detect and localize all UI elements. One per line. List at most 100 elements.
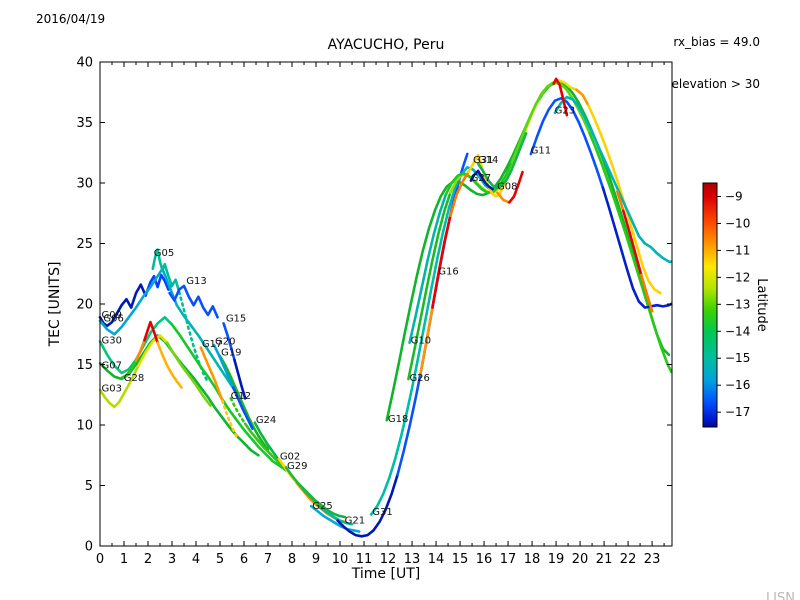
tec-trace-unlabeled-1 bbox=[552, 77, 569, 117]
tec-trace-G20 bbox=[212, 343, 235, 389]
sat-label-G25: G25 bbox=[312, 501, 332, 512]
x-tick-label: 16 bbox=[476, 552, 493, 567]
colorbar-tick-label: −16 bbox=[725, 378, 750, 392]
tec-trace-G10 bbox=[408, 193, 447, 345]
x-tick-label: 17 bbox=[500, 552, 517, 567]
plot-frame bbox=[99, 61, 673, 547]
colorbar-tick-label: −9 bbox=[725, 189, 743, 203]
colorbar bbox=[703, 183, 717, 427]
tec-trace-G30 bbox=[170, 323, 289, 473]
tec-trace-G26 bbox=[575, 88, 590, 107]
tec-trace-G21 bbox=[336, 473, 399, 538]
colorbar-tick-label: −11 bbox=[725, 243, 750, 257]
tec-trace-G03 bbox=[98, 364, 140, 409]
sat-label-G11: G11 bbox=[531, 145, 551, 156]
y-tick-label: 20 bbox=[76, 298, 93, 313]
tec-trace-G28 bbox=[143, 320, 159, 345]
axis-ticks bbox=[99, 61, 672, 547]
sat-label-G14: G14 bbox=[478, 155, 498, 166]
y-tick-label: 0 bbox=[85, 540, 93, 555]
x-tick-label: 0 bbox=[96, 552, 104, 567]
tec-trace-G15 bbox=[233, 358, 247, 400]
tec-trace-G29 bbox=[320, 507, 354, 526]
sat-label-G06: G06 bbox=[103, 314, 123, 325]
tec-trace-G10 bbox=[444, 161, 514, 197]
x-tick-label: 14 bbox=[428, 552, 445, 567]
x-tick-label: 21 bbox=[596, 552, 613, 567]
sat-label-G28: G28 bbox=[124, 373, 144, 384]
colorbar-tick-label: −15 bbox=[725, 351, 750, 365]
tec-trace-G31 bbox=[369, 205, 451, 516]
y-tick-label: 25 bbox=[76, 237, 93, 252]
colorbar-tick-label: −10 bbox=[725, 216, 750, 230]
tick-labels: 0 1 2 3 4 5 6 7 8 9 10 11 12 13 14 15 16 17 18 19 20 21 22 2305… bbox=[76, 56, 660, 568]
y-tick-label: 40 bbox=[76, 56, 93, 71]
tec-trace-G25 bbox=[309, 504, 361, 533]
tec-trace-G15 bbox=[222, 322, 236, 362]
sat-label-G10: G10 bbox=[411, 335, 431, 346]
date-label: 2016/04/19 bbox=[36, 12, 106, 26]
tec-trace-G19 bbox=[218, 354, 270, 451]
x-tick-label: 23 bbox=[644, 552, 661, 567]
tec-trace-G20 bbox=[231, 386, 254, 430]
tec-trace-G23 bbox=[553, 95, 673, 264]
y-axis-label: TEC [UNITS] bbox=[47, 261, 63, 347]
x-tick-label: 19 bbox=[548, 552, 565, 567]
tec-trace-G28 bbox=[156, 341, 183, 389]
colorbar-axis-label: Latitude bbox=[754, 278, 769, 332]
tec-trace-G11 bbox=[529, 97, 605, 190]
tec-trace-G10 bbox=[588, 132, 673, 374]
tec-trace-G05 bbox=[177, 290, 210, 384]
watermark: LISN Low-Latitude Ionospheric Sensor Net… bbox=[525, 561, 795, 600]
sat-label-G29: G29 bbox=[287, 461, 307, 472]
x-tick-label: 7 bbox=[264, 552, 272, 567]
y-tick-label: 10 bbox=[76, 419, 93, 434]
x-tick-label: 13 bbox=[404, 552, 421, 567]
sat-label-G27: G27 bbox=[471, 173, 491, 184]
x-tick-label: 22 bbox=[620, 552, 637, 567]
sat-label-G19: G19 bbox=[221, 347, 241, 358]
colorbar-ticks: −9 −10 −11 −12 −13 −14 −15 −16 −17 bbox=[717, 189, 750, 419]
sat-label-G31: G31 bbox=[473, 155, 493, 166]
watermark-lisn: LISN bbox=[765, 591, 795, 600]
y-tick-label: 5 bbox=[85, 479, 93, 494]
x-tick-label: 4 bbox=[192, 552, 200, 567]
sat-label-G02: G02 bbox=[280, 451, 300, 462]
tec-trace-G03 bbox=[165, 341, 212, 407]
sat-label-G13: G13 bbox=[186, 276, 206, 287]
tec-trace-G08 bbox=[507, 170, 524, 204]
rx-bias-label: rx_bias = 49.0 bbox=[673, 35, 760, 49]
tec-trace-G16 bbox=[419, 306, 434, 376]
tec-trace-G29 bbox=[284, 466, 324, 510]
annotation-block: rx_bias = 49.0 elevation > 30 bbox=[672, 7, 761, 119]
tec-trace-G14 bbox=[476, 132, 528, 190]
tec-trace-G06 bbox=[98, 267, 179, 336]
sat-label-G03: G03 bbox=[101, 384, 121, 395]
tec-trace-G10 bbox=[510, 81, 592, 164]
x-axis-label: Time [UT] bbox=[351, 566, 421, 582]
x-tick-label: 9 bbox=[312, 552, 320, 567]
tec-trace-G28 bbox=[134, 338, 146, 363]
tec-trace-G09 bbox=[98, 283, 147, 328]
x-tick-label: 8 bbox=[288, 552, 296, 567]
x-tick-label: 20 bbox=[572, 552, 589, 567]
x-tick-label: 2 bbox=[144, 552, 152, 567]
tec-trace-G09 bbox=[144, 273, 174, 297]
colorbar-tick-label: −12 bbox=[725, 270, 750, 284]
tec-trace-G13 bbox=[168, 284, 219, 319]
colorbar-tick-label: −14 bbox=[725, 324, 750, 338]
y-tick-label: 35 bbox=[76, 116, 93, 131]
sat-label-G15: G15 bbox=[226, 314, 246, 325]
tec-trace-G28 bbox=[120, 359, 138, 380]
sat-label-G07: G07 bbox=[101, 361, 121, 372]
x-tick-label: 3 bbox=[168, 552, 176, 567]
sat-label-G31: G31 bbox=[372, 507, 392, 518]
elevation-label: elevation > 30 bbox=[671, 77, 761, 91]
sat-label-G08: G08 bbox=[497, 182, 517, 193]
tec-trace-G27 bbox=[469, 169, 494, 191]
sat-label-G17: G17 bbox=[202, 339, 222, 350]
tec-trace-G03 bbox=[137, 334, 169, 368]
tec-trace-G16 bbox=[431, 214, 452, 309]
